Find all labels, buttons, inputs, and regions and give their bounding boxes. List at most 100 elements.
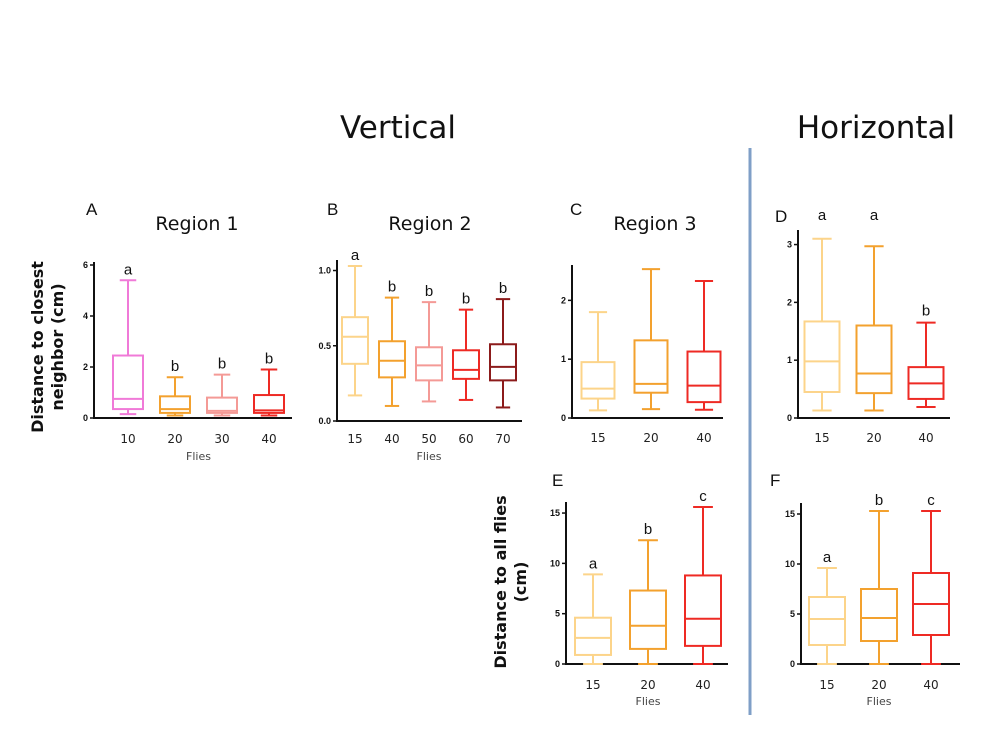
y-tick-label: 1 xyxy=(787,355,792,365)
panel-d: D 0 1 2 3 a 15 a 20 b 40 xyxy=(775,207,950,445)
significance-letter: b xyxy=(425,283,433,300)
box-20 xyxy=(159,376,191,417)
iqr-box xyxy=(629,589,667,650)
x-tick-label: 15 xyxy=(814,431,829,445)
y-tick-label: 2 xyxy=(83,362,88,372)
significance-letter: b xyxy=(499,280,507,297)
x-tick-label: 40 xyxy=(696,431,711,445)
significance-letter: a xyxy=(589,555,598,572)
x-tick-label: 20 xyxy=(866,431,881,445)
significance-letter: a xyxy=(823,549,832,566)
iqr-box xyxy=(341,316,369,365)
y-tick-label: 2 xyxy=(561,295,566,305)
x-tick-label: 20 xyxy=(167,432,182,446)
significance-letter: b xyxy=(462,291,470,308)
y-tick-label: 0 xyxy=(790,659,795,669)
y-tick-label: 15 xyxy=(785,509,795,519)
box-50 xyxy=(415,301,443,403)
significance-letter: b xyxy=(875,492,883,509)
y-axis-title: Distance to closestneighbor (cm) xyxy=(28,261,67,433)
x-tick-label: 30 xyxy=(214,432,229,446)
iqr-box xyxy=(452,349,480,380)
x-tick-label: 10 xyxy=(120,432,135,446)
box-20 xyxy=(633,268,669,411)
significance-letter: a xyxy=(124,261,133,278)
x-tick-label: 40 xyxy=(384,432,399,446)
x-tick-label: 40 xyxy=(695,678,710,692)
y-tick-label: 0 xyxy=(787,413,792,423)
box-40 xyxy=(907,321,945,409)
y-tick-label: 5 xyxy=(790,609,795,619)
box-15 xyxy=(803,237,841,412)
panel-b: B Region 2 0.0 0.5 1.0 a 15 b 40 b 50 b 60 b 70 Flies xyxy=(318,200,522,463)
y-tick-label: 0 xyxy=(561,413,566,423)
box-40 xyxy=(378,296,406,407)
x-tick-label: 70 xyxy=(495,432,510,446)
box-15 xyxy=(574,573,612,665)
box-20 xyxy=(629,539,667,665)
iqr-box xyxy=(855,324,893,395)
panel-title: Region 2 xyxy=(388,213,471,235)
box-20 xyxy=(855,245,893,412)
significance-letter: a xyxy=(818,207,827,224)
x-tick-label: 15 xyxy=(585,678,600,692)
y-tick-label: 0.5 xyxy=(318,341,331,351)
x-tick-label: 50 xyxy=(421,432,436,446)
panel-letter: E xyxy=(552,471,563,490)
iqr-box xyxy=(206,396,238,414)
box-40 xyxy=(684,506,722,665)
iqr-box xyxy=(686,350,722,404)
iqr-box xyxy=(803,320,841,393)
panel-c: C Region 3 0 1 2 15 20 40 xyxy=(561,200,723,445)
y-tick-label: 1.0 xyxy=(318,266,331,276)
box-40 xyxy=(253,368,285,417)
box-60 xyxy=(452,308,480,401)
iqr-box xyxy=(684,574,722,647)
panel-letter: D xyxy=(775,207,787,226)
iqr-box xyxy=(415,346,443,382)
y-axis-title: Distance to all flies(cm) xyxy=(491,495,530,668)
x-tick-label: 20 xyxy=(640,678,655,692)
significance-letter: b xyxy=(388,279,396,296)
significance-letter: a xyxy=(870,207,879,224)
panel-f: F 0 5 10 15 a 15 b 20 c 40 Flies xyxy=(770,471,960,708)
significance-letter: c xyxy=(927,492,935,509)
x-tick-label: 40 xyxy=(923,678,938,692)
x-tick-label: 20 xyxy=(643,431,658,445)
panel-title: Region 1 xyxy=(155,213,238,235)
significance-letter: b xyxy=(265,351,273,368)
x-tick-label: 15 xyxy=(347,432,362,446)
box-70 xyxy=(489,298,517,409)
panel-letter: C xyxy=(570,200,582,219)
y-tick-label: 3 xyxy=(787,240,792,250)
panel-e: E Distance to all flies(cm) 0 5 10 15 a 15 b 20 c 4… xyxy=(491,471,728,708)
significance-letter: b xyxy=(922,303,930,320)
box-15 xyxy=(808,567,846,665)
significance-letter: b xyxy=(171,358,179,375)
box-15 xyxy=(580,311,616,412)
iqr-box xyxy=(580,361,616,400)
panel-letter: F xyxy=(770,471,780,490)
y-tick-label: 6 xyxy=(83,260,88,270)
iqr-box xyxy=(253,394,285,414)
x-tick-label: 15 xyxy=(819,678,834,692)
significance-letter: a xyxy=(351,247,360,264)
significance-letter: b xyxy=(218,356,226,373)
x-tick-label: 15 xyxy=(590,431,605,445)
x-tick-label: 60 xyxy=(458,432,473,446)
box-15 xyxy=(341,265,369,397)
y-tick-label: 5 xyxy=(555,609,560,619)
y-tick-label: 0.0 xyxy=(318,416,331,426)
iqr-box xyxy=(159,395,191,414)
x-axis-title: Flies xyxy=(867,695,892,708)
iqr-box xyxy=(860,588,898,642)
x-tick-label: 40 xyxy=(918,431,933,445)
iqr-box xyxy=(574,616,612,656)
panel-letter: A xyxy=(86,200,98,219)
section-title-horizontal: Horizontal xyxy=(797,110,955,146)
section-title-vertical: Vertical xyxy=(340,110,456,146)
panels: A Region 1 Distance to closestneighbor (cm… xyxy=(28,200,960,708)
y-tick-label: 1 xyxy=(561,354,566,364)
panel-letter: B xyxy=(327,200,338,219)
